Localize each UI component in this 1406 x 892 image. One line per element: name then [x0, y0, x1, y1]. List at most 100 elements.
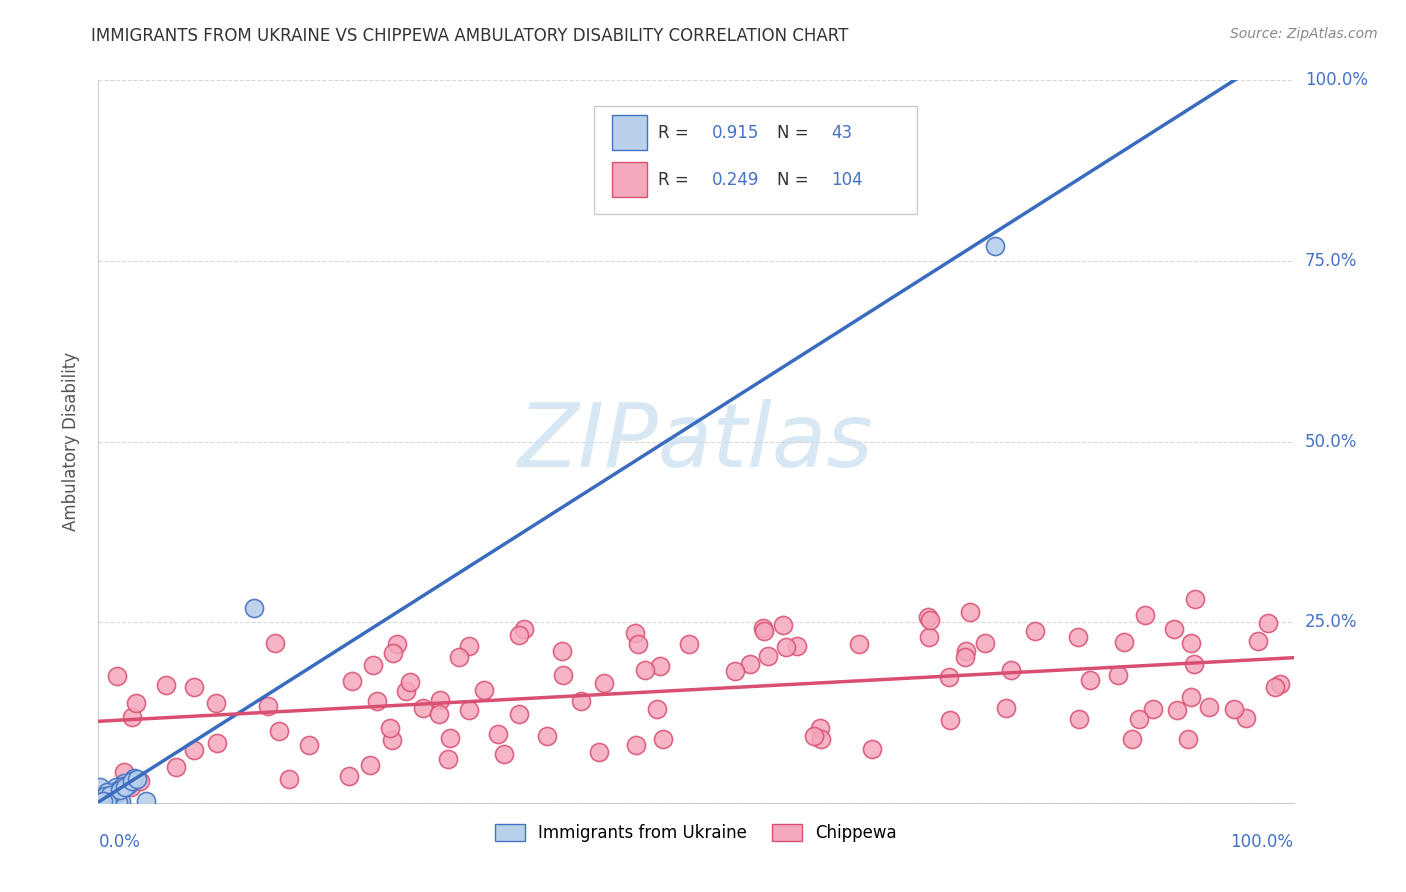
- Point: [645, 702, 668, 716]
- Point: [124, 771, 146, 785]
- Point: [91, 794, 114, 808]
- Point: [437, 752, 460, 766]
- Point: [96, 785, 118, 799]
- Point: [810, 731, 832, 746]
- Point: [124, 696, 146, 710]
- Point: [920, 613, 942, 627]
- Y-axis label: Ambulatory Disability: Ambulatory Disability: [62, 352, 80, 531]
- Point: [155, 678, 177, 692]
- Point: [359, 758, 381, 772]
- Point: [803, 730, 825, 744]
- Point: [278, 772, 301, 786]
- Text: Source: ZipAtlas.com: Source: ZipAtlas.com: [1230, 27, 1378, 41]
- Point: [623, 625, 645, 640]
- Point: [1223, 702, 1246, 716]
- Point: [101, 793, 124, 807]
- Point: [399, 675, 422, 690]
- Point: [1121, 731, 1143, 746]
- Text: 43: 43: [831, 124, 852, 142]
- Point: [1107, 668, 1129, 682]
- Text: 104: 104: [831, 170, 863, 188]
- Point: [112, 779, 135, 793]
- Point: [1067, 712, 1090, 726]
- Point: [678, 637, 700, 651]
- Point: [89, 795, 111, 809]
- Point: [94, 789, 117, 803]
- Point: [1133, 607, 1156, 622]
- Point: [536, 729, 558, 743]
- Text: IMMIGRANTS FROM UKRAINE VS CHIPPEWA AMBULATORY DISABILITY CORRELATION CHART: IMMIGRANTS FROM UKRAINE VS CHIPPEWA AMBU…: [91, 27, 849, 45]
- Text: N =: N =: [778, 124, 814, 142]
- Point: [1180, 636, 1202, 650]
- Point: [117, 778, 139, 792]
- Point: [427, 706, 450, 721]
- Point: [1198, 699, 1220, 714]
- Point: [860, 742, 883, 756]
- Point: [494, 747, 516, 762]
- Point: [808, 721, 831, 735]
- Text: ZIPatlas: ZIPatlas: [519, 399, 873, 484]
- Point: [381, 733, 404, 747]
- Point: [953, 650, 976, 665]
- Point: [1024, 624, 1046, 639]
- Point: [89, 795, 111, 809]
- Point: [129, 774, 152, 789]
- Point: [112, 776, 135, 790]
- Point: [366, 694, 388, 708]
- Point: [108, 782, 131, 797]
- Point: [959, 605, 981, 619]
- Point: [1177, 732, 1199, 747]
- Point: [93, 795, 115, 809]
- Legend: Immigrants from Ukraine, Chippewa: Immigrants from Ukraine, Chippewa: [488, 817, 904, 848]
- Point: [1078, 673, 1101, 687]
- Point: [298, 738, 321, 752]
- Point: [752, 621, 775, 635]
- Point: [508, 628, 530, 642]
- Point: [91, 795, 114, 809]
- Point: [1067, 630, 1090, 644]
- Point: [382, 646, 405, 660]
- Point: [121, 709, 143, 723]
- Point: [486, 727, 509, 741]
- Point: [1128, 712, 1150, 726]
- Point: [89, 793, 111, 807]
- Point: [93, 795, 115, 809]
- Text: 25.0%: 25.0%: [1305, 613, 1357, 632]
- Point: [429, 693, 451, 707]
- Point: [918, 630, 941, 644]
- Point: [96, 795, 118, 809]
- Point: [995, 700, 1018, 714]
- Point: [183, 681, 205, 695]
- Point: [848, 637, 870, 651]
- Point: [1234, 711, 1257, 725]
- Point: [98, 784, 121, 798]
- Point: [378, 721, 401, 735]
- Point: [257, 698, 280, 713]
- Point: [627, 638, 650, 652]
- Point: [104, 780, 127, 794]
- Point: [458, 703, 481, 717]
- FancyBboxPatch shape: [613, 162, 647, 197]
- Text: 75.0%: 75.0%: [1305, 252, 1357, 270]
- Point: [112, 764, 135, 779]
- Text: R =: R =: [658, 124, 693, 142]
- Point: [1264, 680, 1286, 694]
- Point: [267, 723, 290, 738]
- Point: [121, 774, 143, 789]
- Point: [472, 683, 495, 698]
- Point: [984, 239, 1007, 253]
- Point: [340, 674, 363, 689]
- Point: [395, 684, 418, 698]
- Point: [107, 785, 129, 799]
- Point: [337, 768, 360, 782]
- Point: [100, 789, 122, 803]
- Point: [786, 639, 808, 653]
- Point: [634, 663, 657, 677]
- Point: [89, 795, 111, 809]
- Point: [1257, 615, 1279, 630]
- Point: [105, 787, 128, 801]
- Point: [917, 610, 939, 624]
- Point: [1142, 702, 1164, 716]
- Point: [1182, 657, 1205, 672]
- Point: [263, 635, 285, 649]
